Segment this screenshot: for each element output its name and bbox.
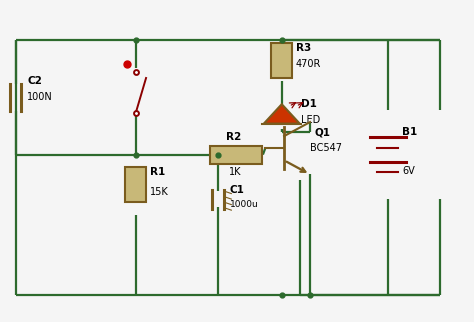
Text: D1: D1 xyxy=(301,99,317,109)
Text: 1K: 1K xyxy=(229,167,241,177)
Text: R2: R2 xyxy=(227,132,242,142)
Text: 100N: 100N xyxy=(27,92,53,102)
Text: R1: R1 xyxy=(150,167,165,177)
Text: Q1: Q1 xyxy=(315,128,331,137)
Text: 1000u: 1000u xyxy=(230,200,259,209)
Text: C1: C1 xyxy=(230,185,245,195)
Polygon shape xyxy=(264,104,300,124)
Text: 15K: 15K xyxy=(150,186,169,196)
Text: R3: R3 xyxy=(296,43,311,53)
Text: 470R: 470R xyxy=(296,59,321,69)
Bar xyxy=(272,43,292,78)
Text: BC547: BC547 xyxy=(310,143,342,153)
Bar xyxy=(210,146,262,164)
Bar xyxy=(125,167,146,203)
Text: 6V: 6V xyxy=(402,166,415,176)
Text: B1: B1 xyxy=(402,128,417,137)
Text: LED: LED xyxy=(301,115,320,125)
Text: C2: C2 xyxy=(27,76,42,86)
